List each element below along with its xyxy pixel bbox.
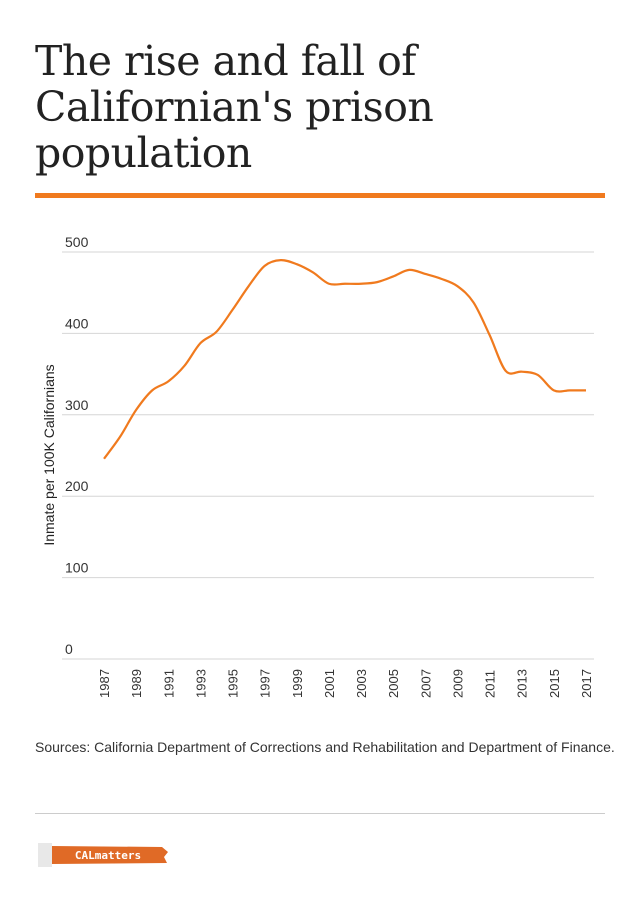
y-tick-label: 200: [65, 478, 89, 494]
y-axis-label: Inmate per 100K Californians: [41, 364, 57, 545]
title-divider: [35, 193, 605, 198]
x-tick-label: 2001: [322, 669, 337, 698]
y-tick-label: 0: [65, 641, 73, 657]
page-title: The rise and fall of Californian's priso…: [35, 37, 434, 177]
y-tick-label: 400: [65, 315, 89, 331]
x-tick-label: 1997: [258, 669, 273, 698]
y-tick-label: 500: [65, 234, 89, 250]
y-tick-label: 300: [65, 397, 89, 413]
x-tick-label: 2007: [418, 669, 433, 698]
x-tick-label: 2017: [579, 669, 594, 698]
y-tick-label: 100: [65, 560, 89, 576]
x-tick-label: 2011: [483, 670, 498, 698]
x-tick-label: 1995: [226, 669, 241, 698]
footer-divider: [35, 813, 605, 814]
line-chart: 0 100 200 300 400 500 1987 1989 1991 1993 1995 199…: [41, 234, 594, 698]
x-tick-label: 2005: [386, 669, 401, 698]
svg-text:CALmatters: CALmatters: [75, 849, 141, 862]
x-tick-label: 2009: [450, 669, 465, 698]
source-note: Sources: California Department of Correc…: [35, 739, 615, 755]
x-tick-label: 1989: [129, 669, 144, 698]
calmatters-logo: CALmatters: [38, 843, 168, 867]
x-tick-label: 1993: [193, 669, 208, 698]
x-tick-label: 1999: [290, 669, 305, 698]
x-tick-label: 1991: [161, 669, 176, 698]
x-tick-label: 2013: [515, 669, 530, 698]
x-tick-label: 2003: [354, 669, 369, 698]
x-tick-label: 2015: [547, 669, 562, 698]
x-tick-label: 1987: [97, 669, 112, 698]
series-line: [103, 259, 586, 460]
